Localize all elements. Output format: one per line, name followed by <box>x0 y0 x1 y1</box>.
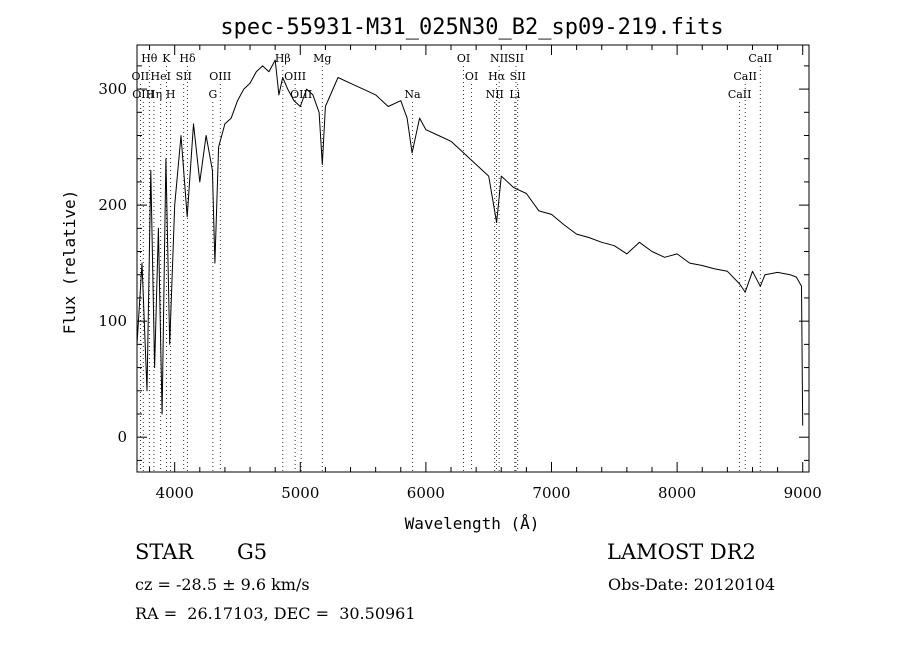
spectrum-line <box>136 59 804 426</box>
line-label: OIII <box>284 70 306 83</box>
x-tick-label: 7000 <box>532 484 570 502</box>
line-markers <box>139 66 761 472</box>
object-subclass: G5 <box>237 540 268 564</box>
line-label: HeI <box>151 70 171 83</box>
line-label: SII <box>510 70 526 83</box>
x-tick-label: 4000 <box>156 484 194 502</box>
line-label: CaII <box>733 70 757 83</box>
y-axis-label: Flux (relative) <box>60 190 79 335</box>
axis-tick-labels: 4000 5000 6000 7000 8000 9000 0 100 200 300 <box>98 80 821 502</box>
line-label: Hη <box>146 88 162 101</box>
line-label: CaII <box>748 52 772 65</box>
line-label: OIII <box>132 88 154 101</box>
redshift-readout: cz = -28.5 ± 9.6 km/s <box>135 575 310 594</box>
line-label: H <box>166 88 176 101</box>
line-label: Li <box>509 88 520 101</box>
line-label: Mg <box>313 52 331 65</box>
line-label: Hα <box>488 70 506 83</box>
line-label: Hδ <box>179 52 196 65</box>
line-label: SII <box>508 52 524 65</box>
line-label: OI <box>465 70 478 83</box>
line-label: G <box>208 88 217 101</box>
observation-date: Obs-Date: 20120104 <box>608 575 776 594</box>
line-label: K <box>162 52 171 65</box>
plot-frame <box>136 44 810 473</box>
y-tick-label: 100 <box>98 312 127 330</box>
line-label: OII <box>132 70 150 83</box>
x-tick-label: 8000 <box>658 484 696 502</box>
x-tick-label: 5000 <box>281 484 319 502</box>
chart-title: spec-55931-M31_025N30_B2_sp09-219.fits <box>220 15 723 40</box>
line-label: OIII <box>290 88 312 101</box>
object-type: STAR <box>135 540 194 564</box>
y-tick-label: 300 <box>98 80 127 98</box>
line-label: OI <box>457 52 470 65</box>
x-tick-label: 9000 <box>784 484 822 502</box>
line-label: OIII <box>209 70 231 83</box>
y-tick-label: 0 <box>117 428 127 446</box>
line-label: NII <box>490 52 508 65</box>
line-label: NII <box>486 88 504 101</box>
spectrum-series <box>136 59 804 426</box>
line-label: Hθ <box>141 52 158 65</box>
line-label: Hβ <box>275 52 291 65</box>
y-tick-label: 200 <box>98 196 127 214</box>
line-label: CaII <box>728 88 752 101</box>
line-label: Na <box>404 88 421 101</box>
axis-ticks <box>137 45 809 472</box>
x-tick-label: 6000 <box>407 484 445 502</box>
survey-name: LAMOST DR2 <box>607 540 756 564</box>
line-label: SII <box>176 70 192 83</box>
x-axis-label: Wavelength (Å) <box>405 514 540 533</box>
coordinates-readout: RA = 26.17103, DEC = 30.50961 <box>135 604 416 623</box>
